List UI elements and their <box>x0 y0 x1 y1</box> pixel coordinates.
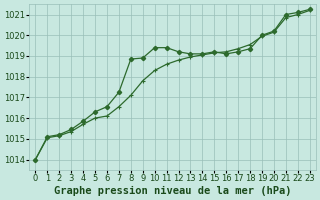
X-axis label: Graphe pression niveau de la mer (hPa): Graphe pression niveau de la mer (hPa) <box>54 186 291 196</box>
